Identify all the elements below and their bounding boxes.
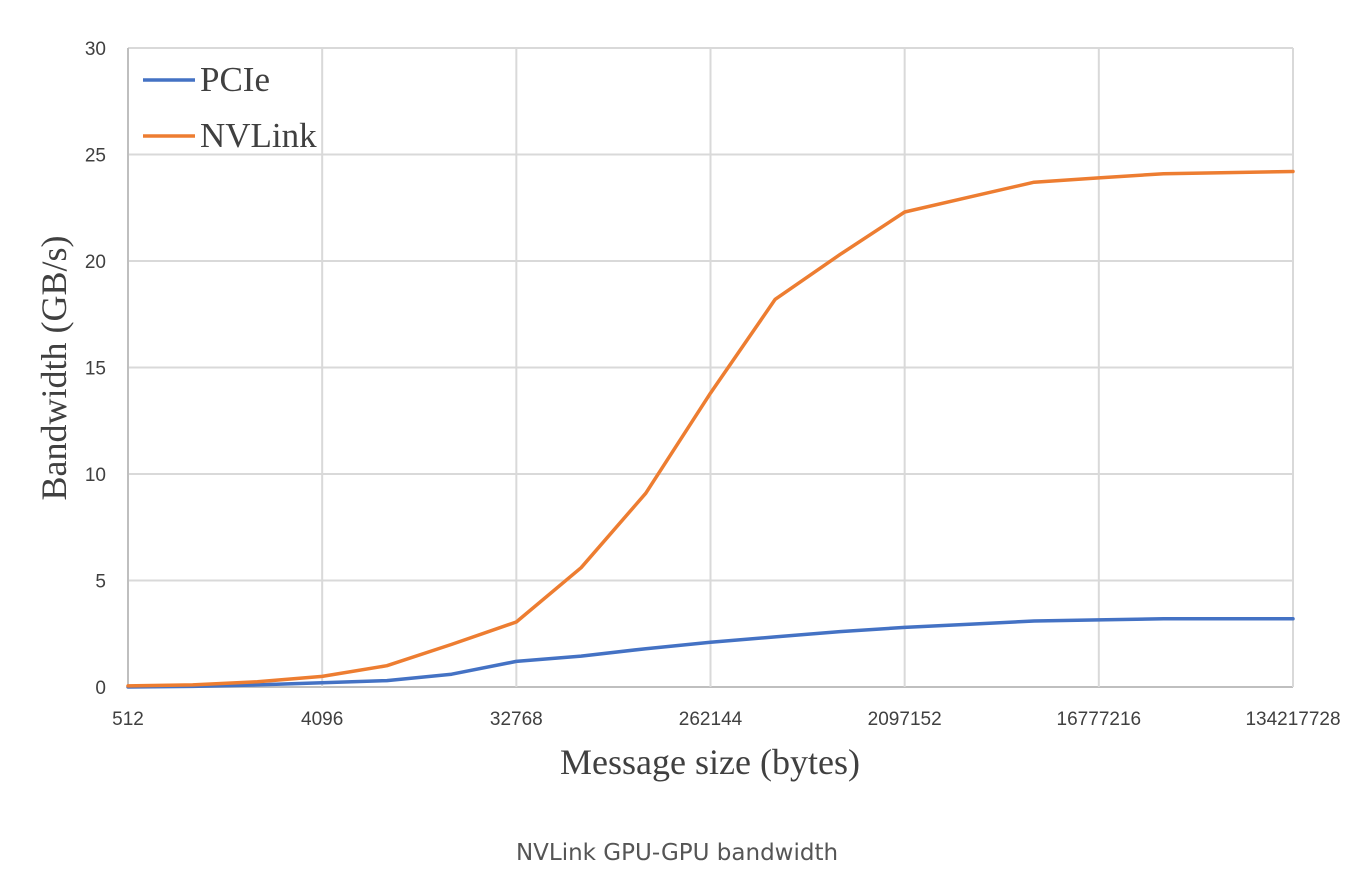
series-lines [126,169,1295,689]
y-tick-label: 20 [85,252,106,273]
x-tick-label: 4096 [301,709,343,730]
x-axis-title: Message size (bytes) [560,742,860,782]
legend-label-nvlink: NVLink [200,116,317,155]
x-tick-label: 32768 [490,709,543,730]
bandwidth-line-chart: 0 5 10 15 20 25 30 512 4096 32768 262144 2097152 16… [34,39,1341,782]
y-tick-label: 30 [85,39,106,60]
figure-caption: NVLink GPU-GPU bandwidth [515,840,839,866]
gridlines [127,47,1294,688]
y-axis-title: Bandwidth (GB/s) [34,236,74,501]
y-tick-labels: 0 5 10 15 20 25 30 [85,39,106,699]
y-tick-label: 15 [85,359,106,380]
x-tick-label: 512 [112,709,144,730]
x-tick-labels: 512 4096 32768 262144 2097152 16777216 1342177… [112,709,1340,730]
y-tick-label: 10 [85,465,106,486]
y-tick-label: 5 [95,572,106,593]
x-tick-label: 134217728 [1245,709,1340,730]
y-tick-label: 0 [95,678,106,699]
x-tick-label: 262144 [679,709,743,730]
x-tick-label: 2097152 [868,709,942,730]
x-tick-label: 16777216 [1057,709,1142,730]
legend-label-pcie: PCIe [200,60,270,99]
y-tick-label: 25 [85,146,106,167]
legend: PCIe NVLink [143,60,317,155]
series-line-pcie [126,617,1295,689]
series-line-nvlink [126,169,1295,688]
